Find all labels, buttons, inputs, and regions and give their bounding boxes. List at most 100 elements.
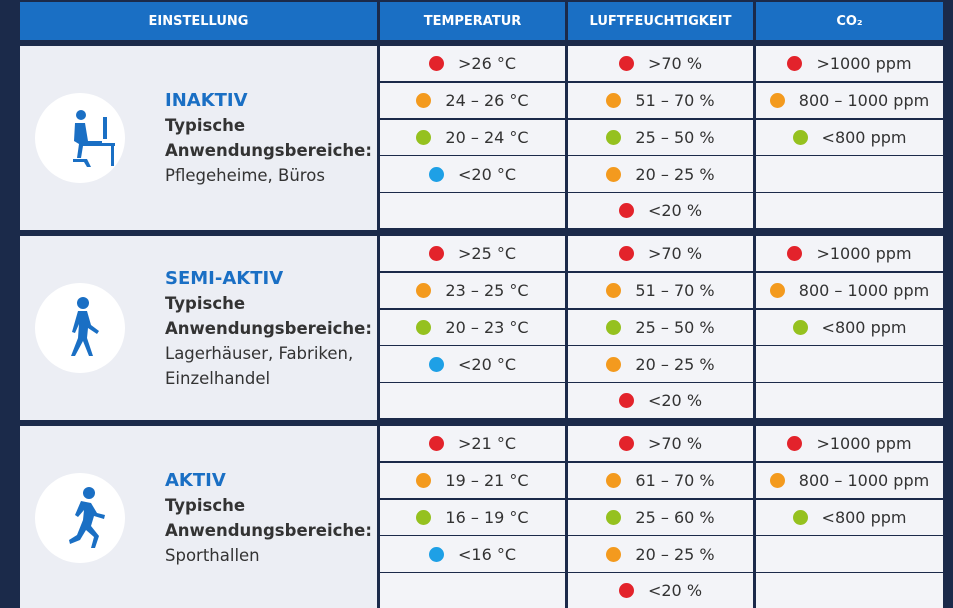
status-dot — [606, 472, 622, 488]
status-dot — [787, 436, 803, 452]
icon — [35, 283, 125, 373]
value-cell: <800 ppm — [756, 119, 943, 155]
status-dot — [769, 472, 785, 488]
value-cell: >1000 ppm — [756, 236, 943, 272]
value-text: 800 – 1000 ppm — [798, 470, 930, 490]
status-dot — [769, 282, 785, 298]
value-cell — [380, 383, 565, 419]
value-text: 20 – 24 °C — [445, 127, 529, 147]
value-cell: >21 °C — [380, 426, 565, 462]
value-text: >1000 ppm — [816, 244, 912, 264]
status-dot — [606, 319, 622, 335]
value-text: <20 % — [647, 581, 703, 601]
value-cell: >70 % — [568, 426, 753, 462]
value-text: 23 – 25 °C — [445, 280, 529, 300]
value-text: >26 °C — [457, 54, 517, 74]
value-cell: >26 °C — [380, 46, 565, 82]
setting-subtitle: Typische Anwendungsbereiche: — [165, 116, 372, 160]
value-text: <20 % — [647, 201, 703, 221]
status-dot — [792, 319, 808, 335]
status-dot — [606, 166, 622, 182]
value-cell — [380, 193, 565, 229]
status-dot — [428, 356, 444, 372]
status-dot — [416, 282, 432, 298]
status-dot — [606, 282, 622, 298]
setting-cell: AKTIV Typische Anwendungsbereiche: Sportha… — [20, 426, 377, 608]
status-dot — [787, 246, 803, 262]
value-cell: >25 °C — [380, 236, 565, 272]
icon — [35, 93, 125, 183]
value-cell: 20 – 25 % — [568, 346, 753, 382]
value-cell: 51 – 70 % — [568, 82, 753, 119]
value-cell: 20 – 25 % — [568, 156, 753, 192]
value-text: <20 % — [647, 391, 703, 411]
value-text: >70 % — [647, 54, 703, 74]
value-text: <20 °C — [457, 354, 517, 374]
value-text: 51 – 70 % — [635, 90, 715, 110]
value-cell: 800 – 1000 ppm — [756, 82, 943, 119]
value-cell: >1000 ppm — [756, 46, 943, 82]
value-cell: 800 – 1000 ppm — [756, 272, 943, 309]
status-dot — [618, 56, 634, 72]
status-dot — [416, 509, 432, 525]
value-text: 25 – 50 % — [635, 127, 715, 147]
value-cell — [756, 346, 943, 382]
value-cell — [380, 573, 565, 608]
setting-subtitle: Typische Anwendungsbereiche: — [165, 496, 372, 540]
header-cell: LUFTFEUCHTIGKEIT — [568, 2, 753, 40]
status-dot — [416, 319, 432, 335]
status-dot — [769, 92, 785, 108]
status-dot — [792, 129, 808, 145]
value-cell: 61 – 70 % — [568, 462, 753, 499]
value-text: <20 °C — [457, 164, 517, 184]
status-dot — [606, 546, 622, 562]
status-dot — [428, 546, 444, 562]
status-dot — [606, 92, 622, 108]
setting-subtitle: Typische Anwendungsbereiche: — [165, 293, 372, 338]
value-cell: 25 – 50 % — [568, 309, 753, 345]
value-text: 25 – 50 % — [635, 317, 715, 337]
value-text: 24 – 26 °C — [445, 90, 529, 110]
value-cell: 20 – 25 % — [568, 536, 753, 572]
value-cell: <800 ppm — [756, 499, 943, 535]
value-text: 20 – 25 % — [635, 544, 715, 564]
status-dot — [428, 246, 444, 262]
status-dot — [792, 509, 808, 525]
value-cell — [756, 383, 943, 419]
value-text: 16 – 19 °C — [445, 507, 529, 527]
setting-areas: Lagerhäuser, Fabriken, Einzelhandel — [165, 343, 354, 388]
value-text: >70 % — [647, 434, 703, 454]
status-dot — [428, 166, 444, 182]
value-text: 51 – 70 % — [635, 280, 715, 300]
value-text: >21 °C — [457, 434, 517, 454]
setting-title: AKTIV — [165, 470, 226, 491]
value-cell: 23 – 25 °C — [380, 272, 565, 309]
value-text: 20 – 25 % — [635, 354, 715, 374]
value-cell: <20 % — [568, 193, 753, 229]
value-cell: <20 °C — [380, 346, 565, 382]
value-cell: 20 – 23 °C — [380, 309, 565, 345]
value-cell: >1000 ppm — [756, 426, 943, 462]
status-dot — [416, 92, 432, 108]
value-cell: >70 % — [568, 236, 753, 272]
value-text: <800 ppm — [821, 317, 907, 337]
value-text: 25 – 60 % — [635, 507, 715, 527]
status-dot — [618, 436, 634, 452]
status-dot — [428, 56, 444, 72]
status-dot — [416, 472, 432, 488]
value-cell: 800 – 1000 ppm — [756, 462, 943, 499]
status-dot — [618, 246, 634, 262]
header-cell: CO₂ — [756, 2, 943, 40]
status-dot — [428, 436, 444, 452]
value-text: >1000 ppm — [816, 434, 912, 454]
value-cell — [756, 156, 943, 192]
setting-areas: Sporthallen — [165, 546, 260, 565]
setting-text: SEMI-AKTIV Typische Anwendungsbereiche: La… — [165, 236, 390, 420]
status-dot — [416, 129, 432, 145]
value-cell: 20 – 24 °C — [380, 119, 565, 155]
value-cell: <20 % — [568, 573, 753, 608]
setting-areas: Pflegeheime, Büros — [165, 166, 325, 185]
value-cell: 16 – 19 °C — [380, 499, 565, 535]
value-cell: <20 °C — [380, 156, 565, 192]
